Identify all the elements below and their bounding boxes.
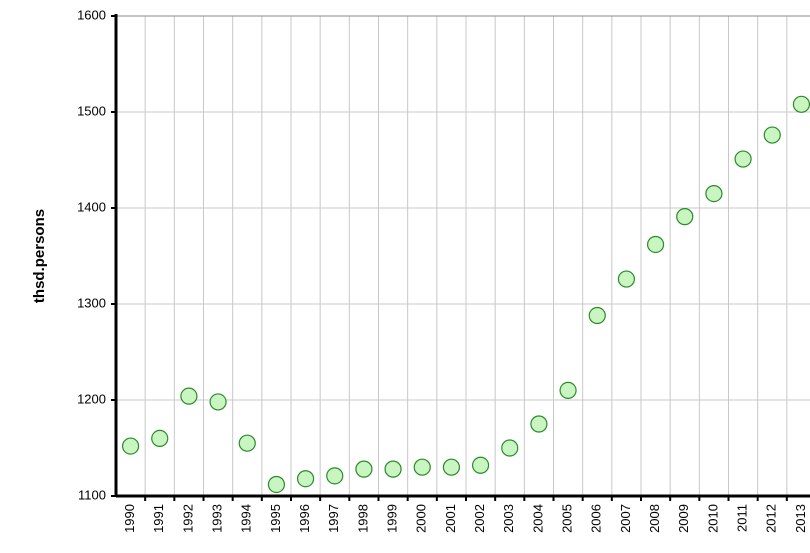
y-tick-label: 1600	[77, 7, 106, 22]
point	[530, 415, 548, 433]
x-tick-label: 2002	[472, 504, 487, 533]
x-tick-label: 1993	[210, 504, 225, 533]
x-tick-label: 2000	[414, 504, 429, 533]
point	[588, 306, 606, 325]
x-tick-label: 2001	[443, 504, 458, 533]
x-tick-label: 1996	[297, 504, 312, 533]
point	[676, 208, 694, 226]
point	[763, 126, 781, 144]
x-tick-label: 2013	[793, 504, 808, 533]
point	[501, 439, 519, 457]
x-tick-label: 1994	[239, 504, 254, 533]
x-tick-label: 2006	[589, 504, 604, 533]
y-tick-label: 1200	[77, 391, 106, 406]
y-axis-label: thsd.persons	[31, 209, 48, 303]
x-tick-label: 2011	[735, 504, 750, 532]
y-tick-label: 1100	[78, 487, 106, 502]
point	[384, 460, 402, 478]
point	[355, 460, 373, 478]
x-tick-label: 1997	[326, 504, 341, 533]
point	[792, 95, 810, 113]
x-tick-label: 2012	[764, 504, 779, 533]
x-tick-label: 2008	[647, 504, 662, 533]
y-tick-label: 1500	[77, 103, 106, 118]
x-tick-label: 1991	[151, 504, 166, 533]
x-tick-label: 2007	[618, 504, 633, 533]
point	[559, 381, 577, 399]
point	[471, 456, 490, 474]
x-tick-label: 2004	[530, 504, 545, 533]
x-tick-label: 1992	[180, 504, 195, 533]
point	[705, 185, 723, 203]
x-tick-label: 2009	[676, 504, 691, 533]
point	[238, 434, 256, 452]
point	[442, 458, 461, 476]
point	[326, 467, 344, 485]
point	[617, 270, 636, 288]
point	[151, 429, 169, 447]
x-tick-label: 1990	[122, 504, 137, 533]
x-tick-label: 1998	[355, 504, 370, 533]
point	[296, 470, 315, 488]
x-tick-label: 2010	[705, 504, 720, 533]
x-tick-label: 2003	[501, 504, 516, 533]
point	[413, 458, 431, 476]
y-tick-label: 1400	[77, 199, 106, 214]
x-tick-label: 1995	[268, 504, 283, 533]
point	[646, 235, 665, 254]
point	[180, 387, 198, 405]
y-tick-label: 1300	[77, 295, 106, 310]
point	[734, 150, 752, 168]
point	[267, 475, 286, 494]
x-tick-label: 1999	[385, 504, 400, 533]
point	[209, 393, 227, 411]
point	[121, 437, 140, 455]
x-tick-label: 2005	[560, 504, 575, 533]
